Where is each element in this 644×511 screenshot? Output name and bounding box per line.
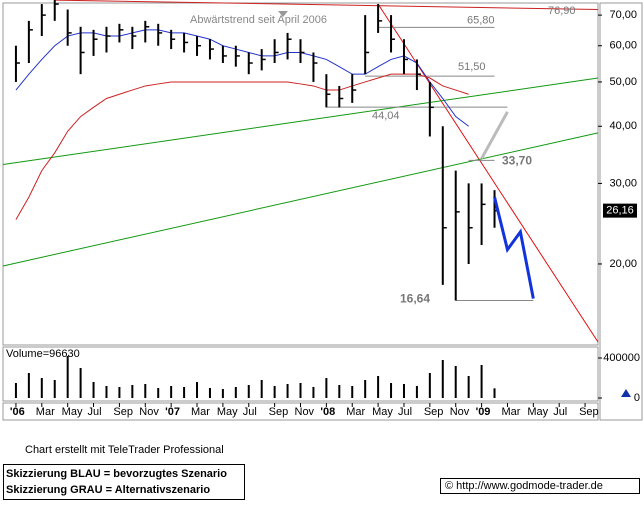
trend-line [54,0,599,11]
note: Skizzierung GRAU = Alternativszenario [6,484,211,496]
level-label: 65,80 [467,14,495,26]
y-tick-label: 0 [634,392,640,404]
volume-bar [480,365,483,398]
y-tick-label: 40,00 [609,120,637,132]
y-tick-label: 60,00 [609,40,637,52]
volume-bar [247,385,250,398]
notes-box: Skizzierung BLAU = bevorzugtes Szenario … [3,464,245,500]
scenario [480,111,509,160]
x-tick-label: Mar [501,406,520,418]
x-tick-label: Jul [398,406,412,418]
volume-bar [208,388,211,398]
level-label: 76,90 [548,5,576,17]
annotation-marker [278,11,288,17]
volume-bar [299,383,302,398]
volume-bar [131,385,134,398]
x-tick-label: Nov [139,406,159,418]
volume-bar [92,382,95,398]
volume-bar [493,388,496,398]
y-tick-label: 30,00 [609,177,637,189]
volume-bar [260,380,263,398]
last-price-box [603,203,637,218]
volume-bar [351,386,354,398]
level-label: 44,04 [372,110,400,122]
scenario [493,196,535,299]
volume-bar [467,376,470,398]
volume-bar [144,384,147,398]
x-tick-label: '08 [320,406,335,418]
volume-bar [454,366,457,398]
volume-bar [377,376,380,398]
x-tick-label: Jul [553,406,567,418]
volume-bar [338,385,341,398]
x-tick-label: May [527,406,548,418]
volume-bar [415,386,418,398]
x-tick-label: Sep [269,406,289,418]
x-tick-label: Sep [424,406,444,418]
volume-bar [196,382,199,398]
volume-bar [390,383,393,398]
volume-bar [402,384,405,398]
volume-bar [105,386,108,398]
y-tick-label: 50,00 [609,76,637,88]
y-tick-label: 400000 [603,352,640,364]
x-tick-label: Jul [88,406,102,418]
annotation: Abwärtstrend seit April 2006 [190,14,327,26]
volume-label: Volume=96630 [6,348,80,360]
x-tick-label: Nov [450,406,470,418]
x-tick-label: Mar [191,406,210,418]
level-label: 33,70 [502,153,532,167]
scroll-icon[interactable] [621,389,631,397]
x-tick-label: Sep [113,406,133,418]
credit: Chart erstellt mit TeleTrader Profession… [25,444,224,456]
volume-bar [118,387,121,398]
y-tick-label: 70,00 [609,9,637,21]
x-tick-label: Mar [36,406,55,418]
moving-average [15,73,469,220]
volume-bar [157,388,160,398]
trend-line [2,77,599,165]
level-label: 51,50 [458,61,486,73]
volume-bar [286,384,289,398]
volume-bar [325,378,328,398]
x-tick-label: '09 [476,406,491,418]
volume-bar [170,386,173,398]
volume-bar [79,368,82,398]
x-tick-label: Jul [243,406,257,418]
volume-bar [221,389,224,398]
x-tick-label: '06 [10,406,25,418]
volume-bar [273,386,276,398]
volume-bar [364,380,367,398]
x-tick-label: May [217,406,238,418]
x-tick-label: May [62,406,83,418]
volume-bar [441,360,444,398]
volume-bar [27,373,30,398]
chart: 70,00 60,00 50,00 40,00 30,00 20,00 '06 Mar May J… [2,0,643,421]
volume-bar [53,380,56,398]
trend-line [2,132,599,267]
x-tick-label: Nov [295,406,315,418]
trend-line [377,3,599,343]
x-tick-label: '07 [165,406,180,418]
x-tick-label: Mar [346,406,365,418]
volume-bar [40,378,43,398]
volume-bar [66,356,69,398]
last-price-label: 26,16 [606,205,634,217]
x-tick-label: Sep [579,406,599,418]
note: Skizzierung BLAU = bevorzugtes Szenario [6,468,227,480]
level-label: 16,64 [400,292,430,306]
x-tick-label: May [372,406,393,418]
volume-bar [428,373,431,398]
y-tick-label: 20,00 [609,258,637,270]
source[interactable]: © http://www.godmode-trader.de [440,478,640,494]
volume-bar [183,387,186,398]
moving-average [15,29,469,127]
volume-bar [234,387,237,398]
volume-bar [312,387,315,398]
volume-bar [14,383,17,398]
